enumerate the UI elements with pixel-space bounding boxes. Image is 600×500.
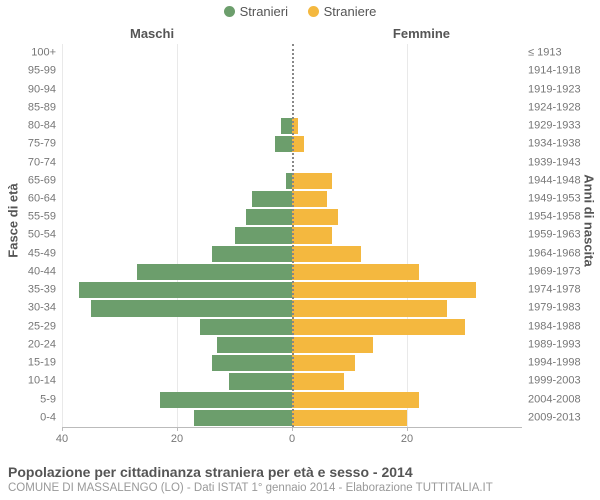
ytick-birth: ≤ 1913 (522, 48, 594, 59)
ytick-birth: 1964-1968 (522, 248, 594, 259)
xtick-mark (177, 427, 178, 431)
chart-title: Popolazione per cittadinanza straniera p… (8, 464, 592, 480)
ytick-birth: 1974-1978 (522, 285, 594, 296)
ytick-age: 75-79 (12, 139, 62, 150)
xtick-label: 40 (56, 433, 68, 445)
ytick-age: 30-34 (12, 303, 62, 314)
ytick-birth: 1999-2003 (522, 376, 594, 387)
bar-male (235, 227, 293, 243)
bar-male (229, 373, 292, 389)
bar-male (160, 392, 292, 408)
ytick-birth: 1969-1973 (522, 266, 594, 277)
ytick-birth: 1914-1918 (522, 66, 594, 77)
ytick-age: 5-9 (12, 394, 62, 405)
plot-area: 100+≤ 191395-991914-191890-941919-192385… (62, 44, 522, 428)
bar-female (292, 282, 476, 298)
ytick-age: 70-74 (12, 157, 62, 168)
bar-male (246, 209, 292, 225)
bar-male (91, 300, 292, 316)
ytick-age: 50-54 (12, 230, 62, 241)
bar-female (292, 319, 465, 335)
column-header-male: Maschi (130, 26, 174, 41)
ytick-age: 65-69 (12, 175, 62, 186)
xtick-mark (292, 427, 293, 431)
legend-label-female: Straniere (324, 4, 377, 19)
bar-male (194, 410, 292, 426)
bar-male (137, 264, 292, 280)
ytick-age: 40-44 (12, 266, 62, 277)
bar-female (292, 373, 344, 389)
ytick-birth: 1949-1953 (522, 194, 594, 205)
ytick-birth: 1989-1993 (522, 339, 594, 350)
ytick-birth: 1954-1958 (522, 212, 594, 223)
ytick-age: 45-49 (12, 248, 62, 259)
bar-male (275, 136, 292, 152)
bar-male (217, 337, 292, 353)
chart-subtitle: COMUNE DI MASSALENGO (LO) - Dati ISTAT 1… (8, 482, 592, 494)
bar-male (79, 282, 292, 298)
legend-swatch-male (224, 6, 235, 17)
bar-female (292, 191, 327, 207)
bar-female (292, 355, 355, 371)
ytick-birth: 1979-1983 (522, 303, 594, 314)
bar-female (292, 392, 419, 408)
ytick-age: 0-4 (12, 412, 62, 423)
ytick-birth: 1929-1933 (522, 121, 594, 132)
center-line (292, 44, 294, 427)
ytick-age: 95-99 (12, 66, 62, 77)
ytick-age: 25-29 (12, 321, 62, 332)
bar-female (292, 264, 419, 280)
xtick-mark (62, 427, 63, 431)
population-pyramid-chart: Stranieri Straniere Maschi Femmine Fasce… (0, 0, 600, 500)
ytick-birth: 2004-2008 (522, 394, 594, 405)
bar-male (212, 355, 293, 371)
ytick-birth: 2009-2013 (522, 412, 594, 423)
ytick-age: 20-24 (12, 339, 62, 350)
bar-female (292, 410, 407, 426)
ytick-birth: 1944-1948 (522, 175, 594, 186)
bar-male (252, 191, 292, 207)
ytick-birth: 1919-1923 (522, 84, 594, 95)
xtick-mark (407, 427, 408, 431)
bar-female (292, 300, 447, 316)
ytick-birth: 1959-1963 (522, 230, 594, 241)
chart-titles: Popolazione per cittadinanza straniera p… (8, 464, 592, 494)
xtick-label: 20 (401, 433, 413, 445)
xtick-label: 0 (289, 433, 295, 445)
ytick-age: 35-39 (12, 285, 62, 296)
ytick-age: 60-64 (12, 194, 62, 205)
bar-male (200, 319, 292, 335)
bar-male (212, 246, 293, 262)
legend: Stranieri Straniere (0, 4, 600, 20)
ytick-age: 55-59 (12, 212, 62, 223)
legend-item-male: Stranieri (224, 4, 288, 19)
ytick-birth: 1939-1943 (522, 157, 594, 168)
column-header-female: Femmine (393, 26, 450, 41)
legend-label-male: Stranieri (240, 4, 288, 19)
ytick-age: 80-84 (12, 121, 62, 132)
ytick-age: 100+ (12, 48, 62, 59)
ytick-birth: 1994-1998 (522, 358, 594, 369)
bar-female (292, 246, 361, 262)
bar-female (292, 209, 338, 225)
ytick-age: 90-94 (12, 84, 62, 95)
bar-male (281, 118, 293, 134)
ytick-age: 10-14 (12, 376, 62, 387)
bar-female (292, 173, 332, 189)
ytick-birth: 1984-1988 (522, 321, 594, 332)
bar-female (292, 227, 332, 243)
ytick-age: 85-89 (12, 102, 62, 113)
xtick-label: 20 (171, 433, 183, 445)
ytick-age: 15-19 (12, 358, 62, 369)
ytick-birth: 1924-1928 (522, 102, 594, 113)
legend-item-female: Straniere (308, 4, 377, 19)
legend-swatch-female (308, 6, 319, 17)
ytick-birth: 1934-1938 (522, 139, 594, 150)
bar-female (292, 337, 373, 353)
